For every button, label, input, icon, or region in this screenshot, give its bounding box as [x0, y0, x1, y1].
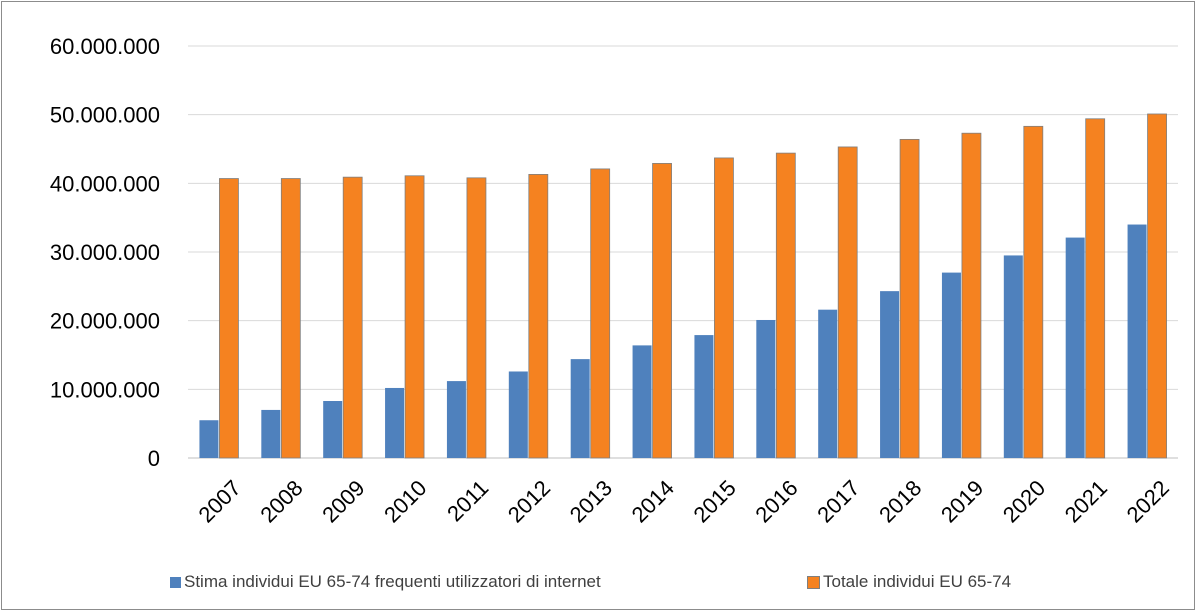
x-tick-label: 2020: [998, 475, 1050, 527]
bar-internet-users: [1003, 255, 1023, 458]
bar-total-individuals: [837, 146, 858, 459]
bar-total-individuals: [590, 168, 611, 459]
bar-total-individuals: [652, 163, 672, 459]
y-tick-label: 60.000.000: [50, 34, 160, 59]
x-tick-label: 2013: [565, 475, 617, 527]
y-tick-label: 40.000.000: [50, 171, 160, 196]
y-tick-label: 30.000.000: [50, 240, 160, 265]
bar-internet-users: [508, 371, 528, 458]
bar-total-individuals: [899, 138, 920, 459]
legend-item-total-individuals: Totale individui EU 65-74: [807, 572, 1011, 592]
bar-total-individuals: [404, 175, 425, 459]
bar-internet-users: [446, 381, 466, 458]
y-tick-label: 0: [148, 446, 160, 471]
bar-internet-users: [756, 319, 776, 458]
bar-total-individuals: [1147, 113, 1167, 459]
x-tick-label: 2007: [193, 475, 245, 527]
bar-total-individuals: [1085, 118, 1106, 459]
x-tick-label: 2017: [812, 475, 864, 527]
x-tick-label: 2015: [688, 475, 740, 527]
x-tick-label: 2014: [627, 475, 679, 527]
legend-swatch-internet-users: [170, 576, 181, 588]
x-tick-label: 2021: [1060, 475, 1112, 527]
bar-internet-users: [818, 309, 838, 458]
x-tick-label: 2010: [379, 475, 431, 527]
bar-internet-users: [570, 359, 590, 458]
x-axis-ticks: 2007 2008 2009 2010 2011 2012 2013 2014 2015 2016…: [193, 475, 1173, 527]
legend-label-total-individuals: Totale individui EU 65-74: [823, 572, 1012, 591]
bar-total-individuals: [775, 152, 796, 459]
legend-item-internet-users: Stima individui EU 65-74 frequenti utili…: [170, 572, 601, 592]
x-tick-label: 2012: [503, 475, 555, 527]
bar-internet-users: [1065, 237, 1085, 458]
bar-internet-users: [199, 420, 219, 458]
x-tick-label: 2022: [1122, 475, 1174, 527]
bar-total-individuals: [466, 177, 487, 459]
y-axis-ticks: 0 10.000.000 20.000.000 30.000.000 40.000.00…: [50, 34, 160, 471]
bar-internet-users: [385, 387, 405, 458]
x-tick-label: 2011: [442, 475, 493, 526]
bar-total-individuals: [1023, 125, 1044, 459]
y-tick-label: 10.000.000: [50, 377, 160, 402]
bar-internet-users: [880, 291, 900, 458]
legend-label-internet-users: Stima individui EU 65-74 frequenti utili…: [184, 572, 601, 591]
bars: [199, 113, 1167, 459]
bar-internet-users: [694, 335, 714, 458]
bar-total-individuals: [961, 132, 982, 459]
bar-total-individuals: [280, 178, 301, 459]
x-tick-label: 2016: [750, 475, 802, 527]
legend-swatch-total-individuals: [807, 575, 820, 589]
x-tick-label: 2018: [874, 475, 926, 527]
bar-total-individuals: [342, 176, 363, 459]
bar-internet-users: [323, 401, 343, 458]
y-tick-label: 50.000.000: [50, 103, 160, 128]
bar-total-individuals: [528, 174, 549, 459]
x-tick-label: 2008: [255, 475, 307, 527]
y-tick-label: 20.000.000: [50, 309, 160, 334]
bar-internet-users: [941, 272, 961, 458]
bar-internet-users: [261, 409, 281, 458]
legend: Stima individui EU 65-74 frequenti utili…: [2, 572, 1196, 598]
bar-total-individuals: [219, 178, 239, 459]
bar-total-individuals: [714, 157, 734, 459]
x-tick-label: 2019: [936, 475, 988, 527]
bar-internet-users: [1127, 224, 1147, 458]
bar-internet-users: [632, 345, 652, 458]
x-tick-label: 2009: [317, 475, 369, 527]
